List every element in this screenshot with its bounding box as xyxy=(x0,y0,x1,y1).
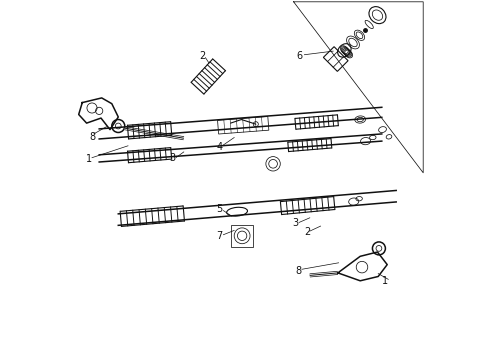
Text: 3: 3 xyxy=(293,218,298,228)
Text: 6: 6 xyxy=(296,51,303,61)
Text: 4: 4 xyxy=(217,142,223,152)
Bar xyxy=(231,225,253,247)
Text: 2: 2 xyxy=(199,51,206,61)
Text: 1: 1 xyxy=(86,154,93,164)
Text: 8: 8 xyxy=(295,266,301,276)
Text: 7: 7 xyxy=(217,231,223,241)
Text: 3: 3 xyxy=(169,153,175,163)
Text: 2: 2 xyxy=(304,227,310,237)
Text: 8: 8 xyxy=(89,132,95,142)
Text: 5: 5 xyxy=(217,204,223,214)
Text: 1: 1 xyxy=(382,276,389,286)
